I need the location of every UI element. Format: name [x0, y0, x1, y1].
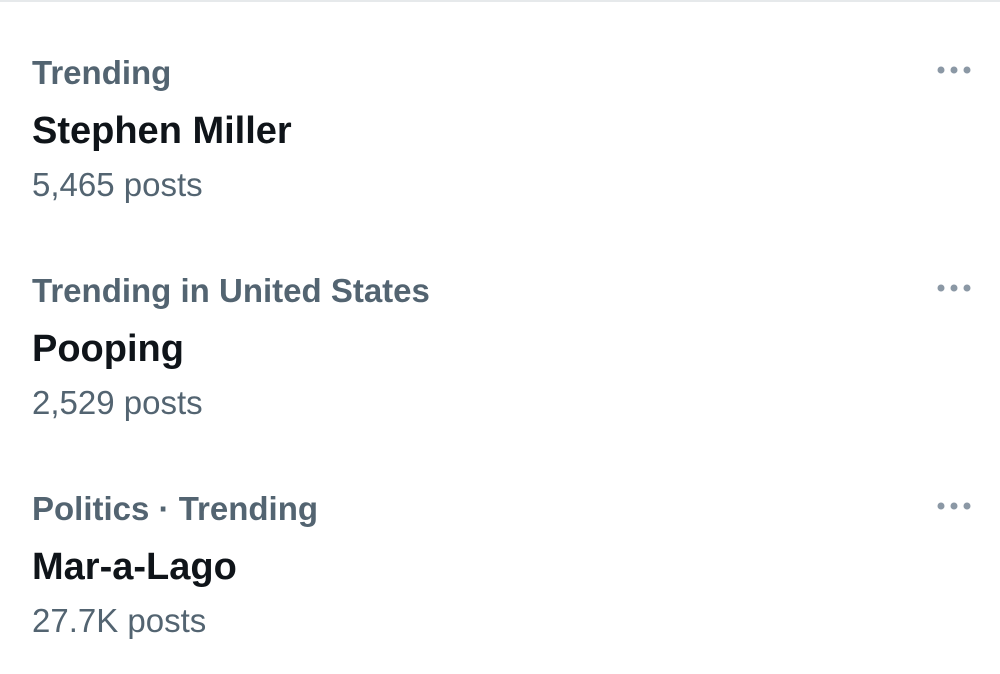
trend-item[interactable]: Trending in United States Pooping 2,529 po…	[32, 272, 972, 472]
trend-name: Stephen Miller	[32, 110, 292, 152]
trend-item[interactable]: Politics · Trending Mar-a-Lago 27.7K posts	[32, 490, 972, 674]
more-button[interactable]	[936, 498, 972, 514]
trend-context: Trending in United States	[32, 272, 430, 309]
trend-context: Trending	[32, 54, 172, 91]
trend-post-count: 2,529 posts	[32, 384, 203, 421]
trend-name: Mar-a-Lago	[32, 546, 237, 588]
more-button[interactable]	[936, 280, 972, 296]
trend-post-count: 27.7K posts	[32, 602, 207, 639]
more-button[interactable]	[936, 62, 972, 78]
more-icon	[937, 66, 971, 74]
trend-post-count: 5,465 posts	[32, 166, 203, 203]
trend-context: Politics · Trending	[32, 490, 319, 527]
more-icon	[937, 284, 971, 292]
more-icon	[937, 502, 971, 510]
trend-item[interactable]: Trending Stephen Miller 5,465 posts	[32, 54, 972, 254]
trend-name: Pooping	[32, 328, 184, 370]
